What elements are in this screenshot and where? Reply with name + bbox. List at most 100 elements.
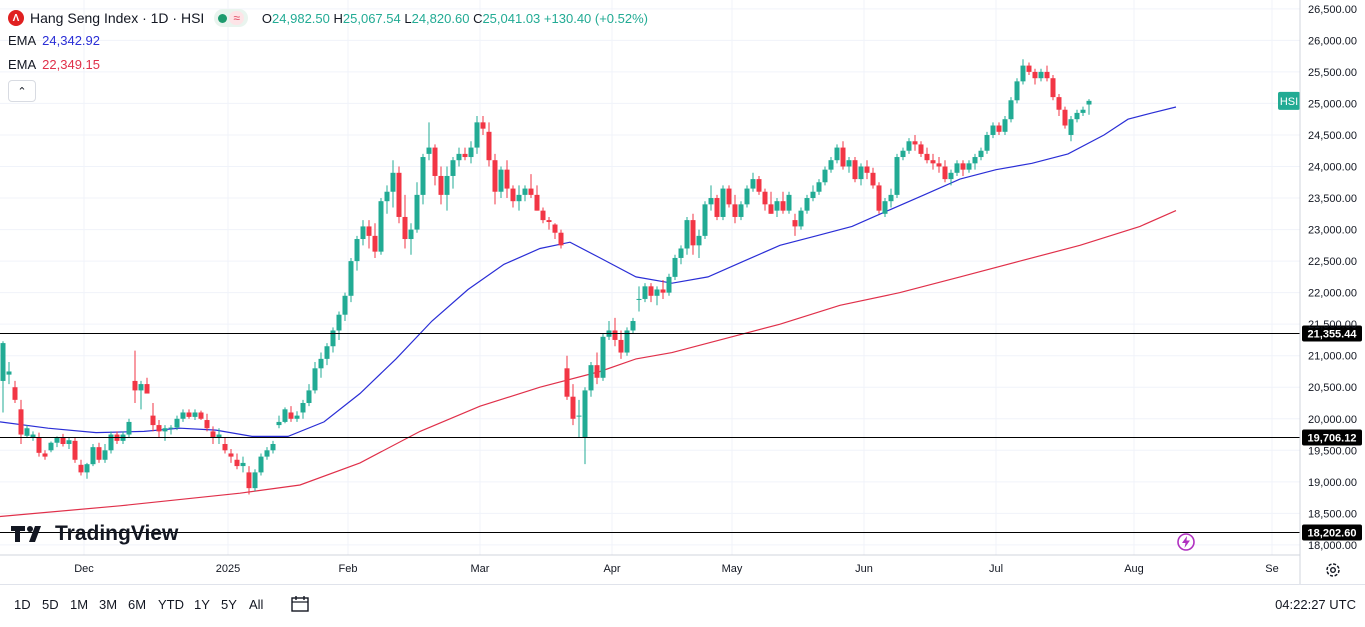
candle-body <box>666 276 672 293</box>
candle-body <box>678 248 684 258</box>
candle-body <box>162 428 168 432</box>
candle-body <box>972 157 978 164</box>
candle-body <box>960 163 966 170</box>
utc-clock[interactable]: 04:22:27 UTC <box>1275 597 1356 612</box>
candle-body <box>1014 81 1020 101</box>
candle-body <box>456 153 462 161</box>
candle-body <box>546 220 552 222</box>
price-tick-label: 23,500.00 <box>1308 193 1357 205</box>
candle-body <box>930 160 936 164</box>
candle-body <box>432 147 438 176</box>
candle-body <box>324 346 330 359</box>
price-tick-label: 24,500.00 <box>1308 130 1357 142</box>
price-axis[interactable]: 18,000.00 18,500.00 19,000.00 19,500.00 20,0… <box>1308 4 1357 552</box>
candle-body <box>918 144 924 154</box>
price-tick-label: 26,500.00 <box>1308 4 1357 16</box>
timeframe-1m-button[interactable]: 1M <box>70 597 89 612</box>
candle-body <box>468 147 474 158</box>
time-tick-label: Apr <box>603 563 620 575</box>
time-axis[interactable]: Dec 2025 Feb Mar Apr May Jun Jul Aug Se <box>74 563 1279 575</box>
tradingview-logo[interactable]: TradingView <box>11 522 178 546</box>
ohlc-open-value: 24,982.50 <box>272 10 330 26</box>
candle-body <box>636 298 642 300</box>
candle-body <box>252 472 258 489</box>
candle-body <box>612 330 618 340</box>
candle-body <box>984 134 990 151</box>
indicator-ema-fast[interactable]: EMA 24,342.92 <box>8 30 648 52</box>
candle-body <box>588 365 594 391</box>
ohlc-close-value: 25,041.03 <box>482 10 541 26</box>
candle-body <box>216 434 222 438</box>
time-tick-label: Jun <box>855 563 873 575</box>
timeframe-5y-button[interactable]: 5Y <box>221 597 237 612</box>
price-chart[interactable]: 21,355.44 19,706.12 18,202.60 HSI 18,000.00… <box>0 0 1365 584</box>
candle-body <box>234 459 240 467</box>
candle-body <box>462 153 468 158</box>
candle-body <box>138 384 144 391</box>
calendar-range-icon[interactable] <box>290 594 310 614</box>
candle-body <box>1038 71 1044 79</box>
candle-body <box>66 440 72 444</box>
candle-body <box>24 428 30 436</box>
candle-body <box>516 194 522 202</box>
candle-body <box>882 201 888 214</box>
candle-body <box>48 442 54 451</box>
timeframe-5d-button[interactable]: 5D <box>42 597 59 612</box>
timeframe-all-button[interactable]: All <box>249 597 264 612</box>
market-status-pill[interactable]: ≈ <box>214 9 248 27</box>
candle-body <box>618 339 624 353</box>
flash-icon[interactable] <box>1176 532 1196 552</box>
price-tick-label: 22,500.00 <box>1308 256 1357 268</box>
candle-body <box>12 387 18 400</box>
ohlc-low-key: L <box>404 10 412 26</box>
time-tick-label: Jul <box>989 563 1003 575</box>
price-tick-label: 21,500.00 <box>1308 319 1357 331</box>
candle-body <box>222 444 228 451</box>
gear-icon[interactable] <box>1324 561 1342 579</box>
candle-body <box>1062 109 1068 126</box>
candle-body <box>1002 119 1008 132</box>
ema-fast-line <box>0 106 1177 437</box>
timeframe-6m-button[interactable]: 6M <box>128 597 147 612</box>
time-tick-label: Se <box>1265 563 1278 575</box>
candle-body <box>768 204 774 214</box>
candle-body <box>810 191 816 199</box>
candle-body <box>480 122 486 129</box>
candle-body <box>312 368 318 391</box>
time-tick-label: Dec <box>74 563 94 575</box>
candle-body <box>888 194 894 202</box>
candle-body <box>594 365 600 378</box>
candle-body <box>1068 119 1074 135</box>
candle-body <box>30 434 36 438</box>
indicator-ema-slow[interactable]: EMA 22,349.15 <box>8 54 648 76</box>
horizontal-level-badge <box>1302 325 1362 342</box>
timeframe-1y-button[interactable]: 1Y <box>194 597 210 612</box>
candle-body <box>192 412 198 417</box>
symbol-title[interactable]: Hang Seng Index · 1D · HSI <box>30 10 205 26</box>
candle-body <box>738 204 744 217</box>
candle-body <box>726 188 732 205</box>
candle-body <box>1008 100 1014 120</box>
timeframe-ytd-button[interactable]: YTD <box>158 597 184 612</box>
candle-body <box>318 358 324 369</box>
candle-body <box>552 224 558 233</box>
ema-lines <box>0 106 1177 518</box>
candle-body <box>72 440 78 460</box>
price-tick-label: 25,000.00 <box>1308 98 1357 110</box>
tradingview-mark-icon <box>11 526 41 542</box>
ohlc-open-key: O <box>261 10 273 26</box>
horizontal-level-label: 19,706.12 <box>1308 433 1357 445</box>
candle-body <box>168 427 174 429</box>
collapse-legend-button[interactable]: ⌃ <box>8 80 36 102</box>
candle-body <box>834 147 840 161</box>
candle-body <box>774 201 780 211</box>
candle-body <box>564 368 570 397</box>
timeframe-3m-button[interactable]: 3M <box>99 597 118 612</box>
candle-body <box>942 166 948 180</box>
candle-body <box>300 403 306 413</box>
candle-body <box>522 188 528 195</box>
candle-body <box>150 415 156 426</box>
candle-body <box>762 191 768 205</box>
candle-body <box>60 437 66 444</box>
timeframe-1d-button[interactable]: 1D <box>14 597 31 612</box>
